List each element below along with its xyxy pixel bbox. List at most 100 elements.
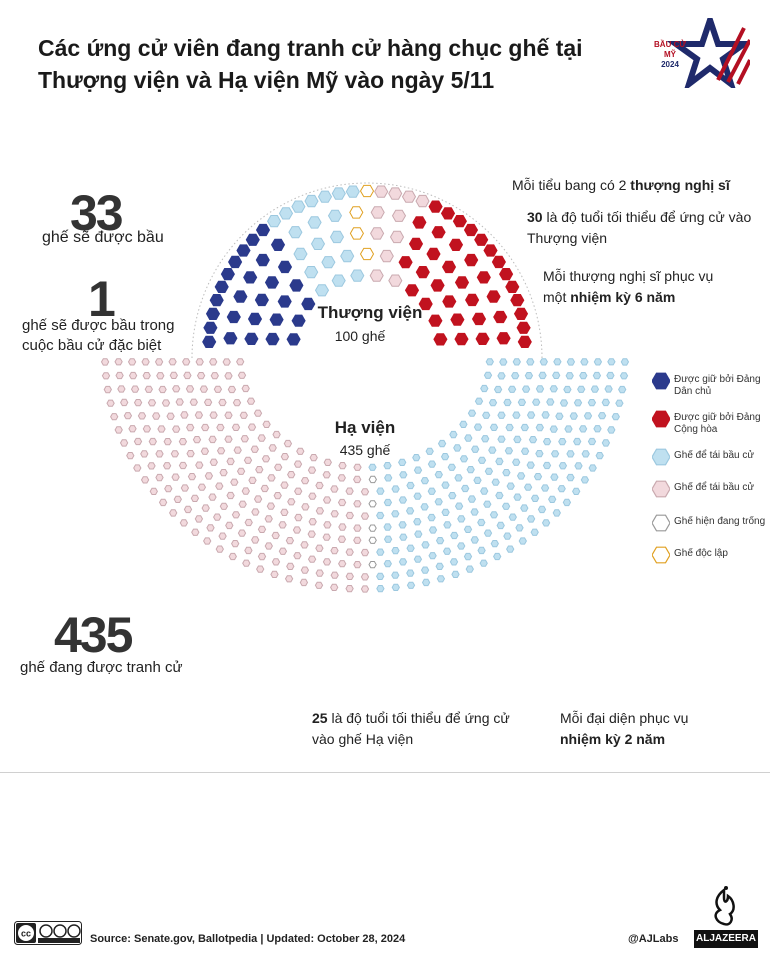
senate-seat xyxy=(370,227,385,240)
house-seat xyxy=(224,435,233,443)
senate-seat xyxy=(450,313,465,326)
senate-seat xyxy=(359,247,375,261)
house-seat xyxy=(330,571,339,579)
house-seat xyxy=(496,521,505,530)
senate-seat xyxy=(289,279,304,292)
legend-swatch xyxy=(652,372,670,390)
legend-swatch xyxy=(652,514,670,532)
house-seat xyxy=(578,425,588,433)
house-seat xyxy=(178,461,188,470)
house-seat xyxy=(604,385,613,393)
house-seat xyxy=(251,508,260,516)
senate-seat xyxy=(499,268,514,281)
house-seat xyxy=(443,521,452,529)
house-seat xyxy=(376,585,385,593)
house-seat xyxy=(376,511,385,520)
house-seat xyxy=(391,485,400,493)
house-seat xyxy=(398,558,408,566)
senate-note-3: Mỗi thượng nghị sĩ phục vụ một nhiệm kỳ … xyxy=(543,266,733,308)
house-seat xyxy=(490,540,499,548)
house-seat xyxy=(243,456,253,464)
house-seat xyxy=(209,458,218,466)
house-seat xyxy=(224,411,233,419)
house-seat xyxy=(520,504,529,512)
legend-independent: Ghế độc lập xyxy=(652,546,767,584)
house-seat xyxy=(163,438,172,446)
senate-seat xyxy=(314,284,330,297)
house-seat xyxy=(398,496,408,504)
house-seat xyxy=(141,358,150,366)
house-seat xyxy=(479,559,488,567)
house-seat xyxy=(497,372,506,380)
house-seat xyxy=(483,529,493,537)
house-seat xyxy=(471,445,480,453)
senate-seat xyxy=(255,253,270,267)
house-note-2: Mỗi đại diện phục vụ nhiệm kỳ 2 năm xyxy=(560,708,720,750)
house-seat xyxy=(345,548,354,556)
house-seat xyxy=(619,372,629,380)
house-seats xyxy=(100,358,630,593)
house-seat xyxy=(213,513,222,521)
house-seat xyxy=(127,358,137,366)
house-seat xyxy=(231,423,241,431)
house-seat xyxy=(406,581,416,589)
house-seat xyxy=(565,372,574,380)
house-seat xyxy=(353,475,362,484)
senate-seat xyxy=(428,314,443,327)
senate-seat xyxy=(475,332,490,345)
house-seat xyxy=(337,474,346,482)
legend-label: Được giữ bởi Đảng Cộng hòa xyxy=(674,412,761,435)
house-seat xyxy=(448,492,457,500)
house-seat xyxy=(345,572,354,580)
house-seat xyxy=(504,447,514,455)
house-seat xyxy=(442,547,452,555)
senate-seat xyxy=(244,332,259,345)
house-seat xyxy=(384,474,393,482)
house-seat xyxy=(140,450,149,458)
house-seat xyxy=(345,487,354,495)
house-seat xyxy=(523,483,533,491)
house-seat xyxy=(618,385,627,394)
senate-seat xyxy=(304,266,319,279)
senate-up-label: ghế sẽ được bầu xyxy=(42,229,164,246)
house-seat xyxy=(526,358,535,366)
house-seat xyxy=(436,575,446,583)
house-seat xyxy=(236,467,246,475)
house-seat xyxy=(526,461,535,469)
senate-seat xyxy=(463,223,479,237)
house-seat xyxy=(399,471,408,479)
house-seat xyxy=(562,498,572,507)
house-seat xyxy=(368,500,377,508)
house-seat xyxy=(540,484,550,492)
house-seat xyxy=(488,399,498,407)
house-seat xyxy=(244,518,253,527)
house-seat xyxy=(128,425,137,433)
house-seat xyxy=(267,474,276,482)
house-seat xyxy=(315,481,324,490)
house-seat xyxy=(508,513,517,521)
house-seat xyxy=(155,450,164,458)
legend-democrat: Được giữ bởi Đảng Dân chủ xyxy=(652,372,767,410)
house-seat xyxy=(273,492,282,500)
house-seat xyxy=(255,466,264,474)
house-seat xyxy=(577,385,586,393)
house-seat xyxy=(213,385,223,393)
house-seat xyxy=(237,371,247,379)
house-seat xyxy=(179,519,189,527)
house-seat xyxy=(506,482,515,490)
house-seat xyxy=(566,358,576,366)
house-seat xyxy=(353,536,362,544)
house-seat xyxy=(483,500,492,508)
house-seat xyxy=(286,562,295,570)
house-seat xyxy=(593,358,603,366)
house-seat xyxy=(236,358,245,366)
house-seat xyxy=(491,478,500,486)
house-seat xyxy=(383,462,392,470)
house-seat xyxy=(201,423,210,432)
house-seat xyxy=(301,503,310,511)
house-seat xyxy=(172,385,181,393)
house-seat xyxy=(368,561,377,569)
house-seat xyxy=(293,460,303,468)
senate-seat xyxy=(269,313,284,326)
house-seat xyxy=(209,358,218,366)
